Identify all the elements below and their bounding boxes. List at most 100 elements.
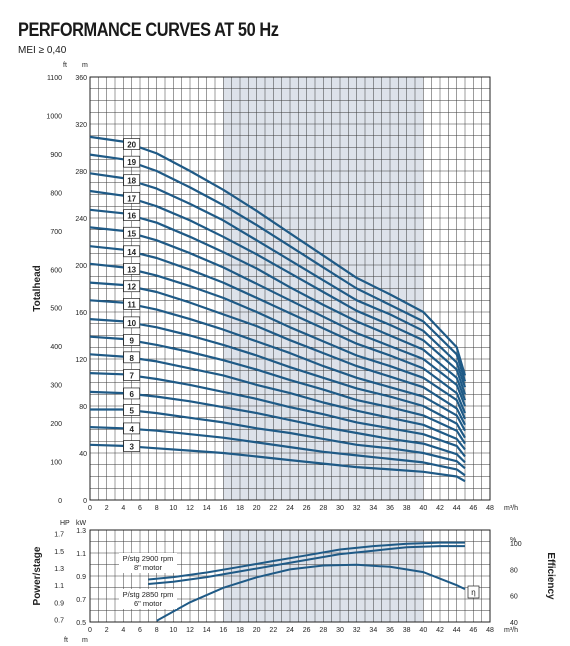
x-tick-label: 30 xyxy=(336,505,344,512)
power-y-title: Power/stage xyxy=(32,546,43,605)
hp-tick-label: 0.7 xyxy=(54,617,64,624)
power-x-tick-label: 24 xyxy=(286,627,294,634)
stage-label: 17 xyxy=(127,194,136,203)
x-tick-label: 4 xyxy=(121,505,125,512)
power-x-tick-label: 32 xyxy=(353,627,361,634)
power-x-tick-label: 36 xyxy=(386,627,394,634)
power-curve-2900 xyxy=(148,541,465,581)
stage-label: 6 xyxy=(129,390,134,399)
head-curve-stage-11 xyxy=(89,299,466,432)
stage-label: 19 xyxy=(127,158,136,167)
head-curve-stage-14 xyxy=(89,245,467,414)
x-axis-unit: m³/h xyxy=(504,505,518,512)
power-x-tick-label: 40 xyxy=(419,627,427,634)
stage-label: 7 xyxy=(129,371,134,380)
label-2900-rpm: P/stg 2900 rpm xyxy=(123,554,174,563)
eta-label: η xyxy=(471,588,475,597)
eff-tick-label: 100 xyxy=(510,541,522,548)
x-tick-label: 16 xyxy=(219,505,227,512)
x-tick-label: 36 xyxy=(386,505,394,512)
kw-tick-label: 0.7 xyxy=(76,597,86,604)
x-tick-label: 38 xyxy=(403,505,411,512)
y-tick-label-m: 240 xyxy=(75,216,87,223)
hp-tick-label: 1.5 xyxy=(54,549,64,556)
hp-tick-label: 1.3 xyxy=(54,566,64,573)
head-curve-stage-13 xyxy=(89,262,467,420)
stage-label: 4 xyxy=(129,425,134,434)
stage-label: 12 xyxy=(127,283,136,292)
stage-label: 11 xyxy=(127,300,136,309)
power-x-tick-label: 42 xyxy=(436,627,444,634)
x-tick-label: 40 xyxy=(419,505,427,512)
power-curve-2850 xyxy=(148,545,465,585)
y-tick-label-ft: 500 xyxy=(50,306,62,313)
x-tick-label: 10 xyxy=(169,505,177,512)
stage-label-box xyxy=(123,316,141,329)
eta-label-box xyxy=(467,585,480,599)
x-tick-label: 24 xyxy=(286,505,294,512)
power-x-tick-label: 12 xyxy=(186,627,194,634)
y-tick-label-ft: 300 xyxy=(50,383,62,390)
x-tick-label: 18 xyxy=(236,505,244,512)
x-tick-label: 28 xyxy=(319,505,327,512)
stage-label-box xyxy=(123,174,141,187)
head-curve-stage-10 xyxy=(89,318,466,439)
chart-title: PERFORMANCE CURVES AT 50 Hz xyxy=(18,20,279,41)
y-tick-label-ft: 700 xyxy=(50,229,62,236)
stage-label-box xyxy=(123,298,141,310)
head-curve-stage-18 xyxy=(89,172,467,388)
power-x-tick-label: 10 xyxy=(169,627,177,634)
y-tick-label-ft: 1000 xyxy=(46,113,62,120)
label-bg-2850 xyxy=(119,589,177,609)
power-x-tick-label: 2 xyxy=(105,627,109,634)
power-x-tick-label: 46 xyxy=(469,627,477,634)
power-frame xyxy=(89,529,491,623)
stage-label-box xyxy=(123,138,141,150)
hp-tick-label: 0.9 xyxy=(54,600,64,607)
head-curve-stage-16 xyxy=(89,208,467,401)
power-x-tick-label: 48 xyxy=(486,627,494,634)
power-x-axis-unit: m³/h xyxy=(504,627,518,634)
stage-label-box xyxy=(123,369,141,381)
head-curve-stage-4 xyxy=(89,426,466,477)
stage-label-box xyxy=(123,226,141,239)
head-curve-stage-8 xyxy=(89,353,466,451)
stage-label-box xyxy=(123,334,141,346)
x-tick-label: 12 xyxy=(186,505,194,512)
power-x-tick-label: 16 xyxy=(219,627,227,634)
y-tick-label-ft: 200 xyxy=(50,421,62,428)
hp-unit: HP xyxy=(60,520,70,527)
stage-label-box xyxy=(123,209,141,221)
stage-label-box xyxy=(123,263,141,275)
stage-label-box xyxy=(123,245,141,258)
y-tick-label-ft: 0 xyxy=(58,498,62,505)
head-curve-stage-9 xyxy=(89,335,466,445)
power-x-tick-label: 22 xyxy=(269,627,277,634)
x-tick-label: 22 xyxy=(269,505,277,512)
label-2900-motor: 8" motor xyxy=(134,563,163,572)
x-tick-label: 2 xyxy=(105,505,109,512)
y-tick-label-ft: 400 xyxy=(50,344,62,351)
stage-label: 10 xyxy=(127,319,136,328)
x-tick-label: 14 xyxy=(203,505,211,512)
eff-tick-label: 80 xyxy=(510,567,518,574)
y-tick-label-m: 200 xyxy=(75,263,87,270)
x-tick-label: 26 xyxy=(303,505,311,512)
y-tick-label-ft: 800 xyxy=(50,190,62,197)
power-x-tick-label: 4 xyxy=(121,627,125,634)
x-tick-label: 48 xyxy=(486,505,494,512)
stage-label: 15 xyxy=(127,229,136,238)
kw-tick-label: 0.5 xyxy=(76,620,86,627)
kw-tick-label: 0.9 xyxy=(76,574,86,581)
stage-label-box xyxy=(123,440,141,452)
head-curve-stage-20 xyxy=(89,135,467,376)
head-curve-stage-17 xyxy=(89,189,467,395)
stage-label-box xyxy=(123,280,141,293)
y-tick-label-m: 80 xyxy=(79,404,87,411)
power-x-tick-label: 44 xyxy=(453,627,461,634)
head-curve-stage-12 xyxy=(89,281,466,426)
x-tick-label: 34 xyxy=(369,505,377,512)
stage-label: 18 xyxy=(127,177,136,186)
stage-label-box xyxy=(123,191,141,204)
ft-unit-label: ft xyxy=(63,62,67,69)
